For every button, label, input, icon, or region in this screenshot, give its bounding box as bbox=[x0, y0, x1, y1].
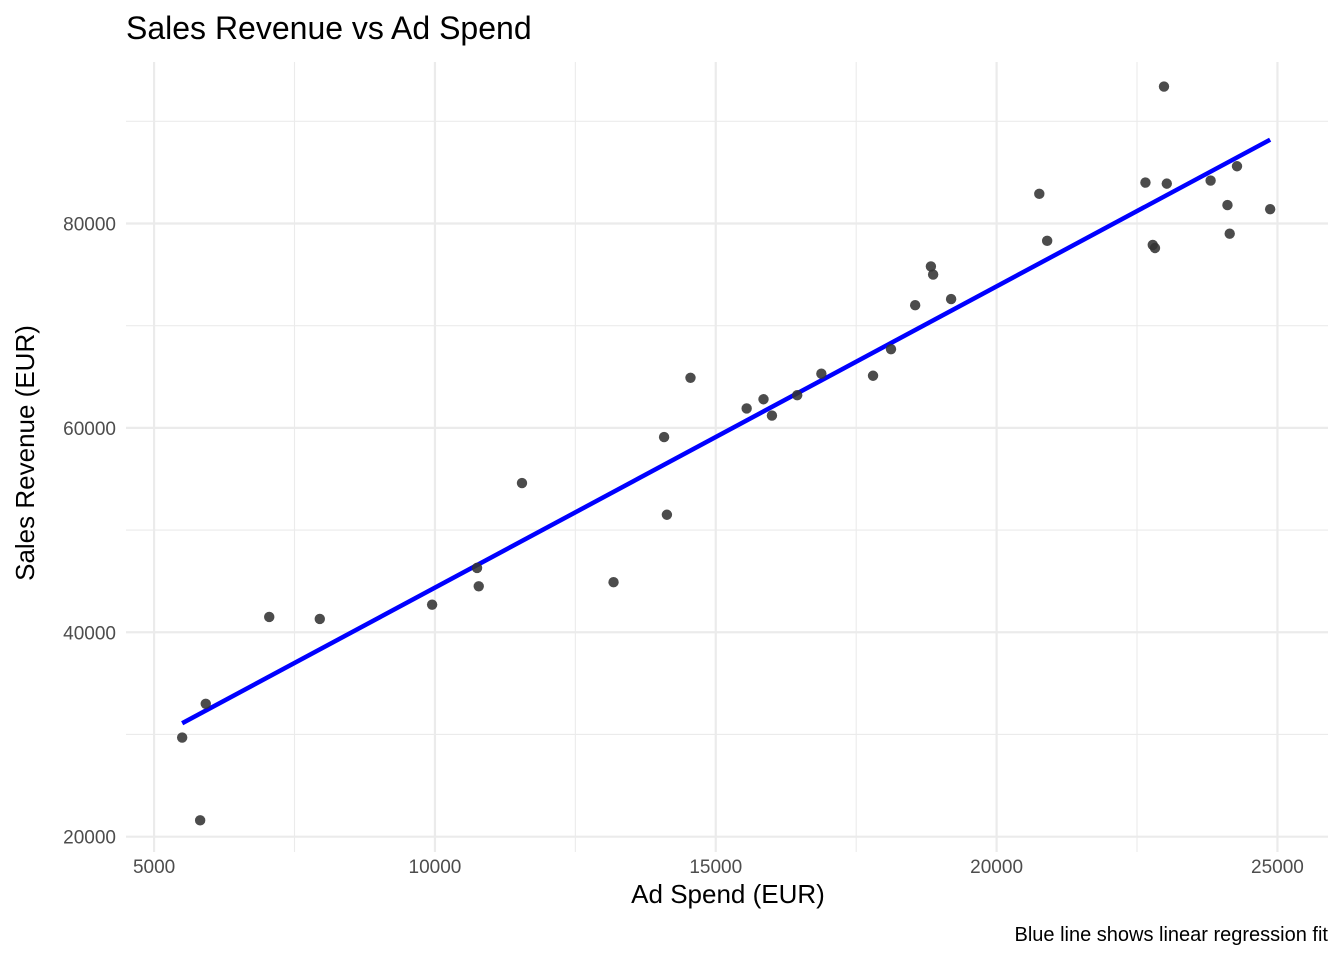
data-point bbox=[314, 613, 325, 625]
data-point bbox=[885, 343, 897, 355]
y-axis-ticks: 20000 40000 60000 80000 bbox=[63, 214, 116, 848]
data-point bbox=[1158, 81, 1170, 92]
data-point bbox=[608, 576, 619, 588]
data-point bbox=[194, 815, 206, 826]
chart-caption: Blue line shows linear regression fit bbox=[1015, 924, 1329, 946]
y-axis-title: Sales Revenue (EUR) bbox=[10, 325, 40, 581]
data-point bbox=[1264, 203, 1276, 215]
data-point bbox=[176, 732, 188, 743]
data-point bbox=[945, 293, 957, 305]
data-point bbox=[658, 431, 670, 443]
data-point bbox=[909, 300, 921, 311]
x-axis-ticks: 5000 10000 15000 20000 25000 bbox=[133, 857, 1304, 878]
y-tick-label: 60000 bbox=[63, 419, 116, 440]
x-tick-label: 5000 bbox=[133, 857, 175, 878]
x-tick-label: 20000 bbox=[970, 857, 1023, 878]
data-point bbox=[661, 509, 673, 520]
data-point bbox=[792, 389, 803, 401]
data-point bbox=[741, 403, 752, 414]
x-tick-label: 15000 bbox=[689, 857, 742, 878]
data-point bbox=[471, 562, 483, 574]
x-axis-title: Ad Spend (EUR) bbox=[631, 879, 825, 909]
data-point bbox=[758, 394, 769, 405]
data-point bbox=[816, 368, 827, 379]
data-point bbox=[1034, 188, 1045, 200]
data-points-layer bbox=[176, 81, 1276, 826]
x-tick-label: 10000 bbox=[409, 857, 462, 878]
data-point bbox=[766, 410, 778, 421]
y-tick-label: 80000 bbox=[63, 214, 116, 235]
data-point bbox=[1224, 228, 1235, 239]
data-point bbox=[516, 477, 528, 489]
data-point bbox=[426, 599, 438, 610]
data-point bbox=[1222, 199, 1233, 211]
y-tick-label: 20000 bbox=[63, 828, 116, 849]
data-point bbox=[1161, 178, 1172, 189]
x-tick-label: 25000 bbox=[1251, 857, 1304, 878]
data-point bbox=[1205, 175, 1216, 186]
regression-line-layer bbox=[181, 137, 1272, 726]
data-point bbox=[1140, 177, 1151, 188]
data-point bbox=[264, 611, 275, 623]
data-point bbox=[685, 372, 696, 383]
data-point bbox=[867, 370, 879, 381]
data-point bbox=[925, 261, 937, 272]
data-point bbox=[200, 698, 211, 710]
data-point bbox=[1149, 242, 1161, 254]
data-point bbox=[1041, 235, 1053, 247]
regression-line bbox=[181, 137, 1272, 726]
data-point bbox=[927, 269, 939, 280]
plot-grid bbox=[126, 62, 1328, 852]
y-tick-label: 40000 bbox=[63, 623, 116, 644]
data-point bbox=[1231, 161, 1243, 172]
chart-title: Sales Revenue vs Ad Spend bbox=[126, 10, 532, 46]
data-point bbox=[473, 581, 484, 592]
